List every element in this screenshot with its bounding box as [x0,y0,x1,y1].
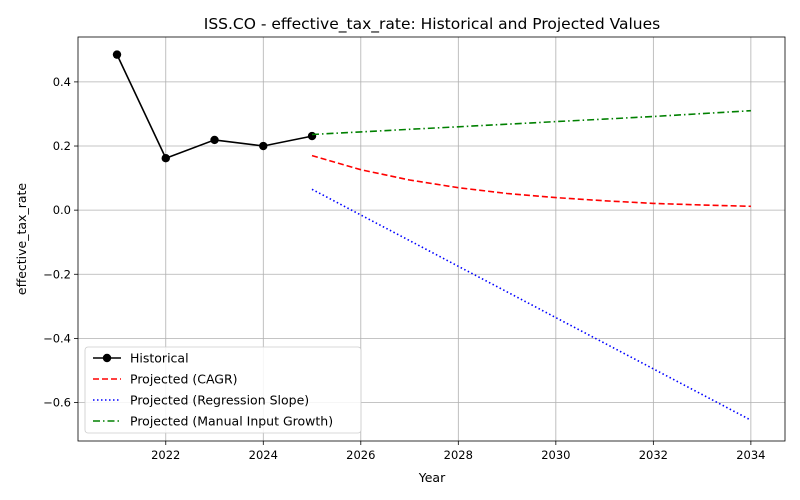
x-tick-label: 2032 [639,448,668,462]
grid [78,37,785,441]
series-line-projected-cagr [311,154,751,208]
legend-label: Projected (Regression Slope) [130,393,309,408]
data-point-historical [210,135,219,145]
chart-title: ISS.CO - effective_tax_rate: Historical … [204,15,661,34]
legend-label: Historical [130,351,189,366]
y-tick-label: 0.0 [53,203,71,217]
ticks: 2022 2024 2026 2028 2030 2032 2034 −0.6 −0.4 −0.2… [43,75,765,462]
series-layer [112,50,752,421]
x-tick-label: 2026 [346,448,375,462]
x-axis-label: Year [418,470,446,485]
legend-marker [102,353,112,363]
series-line-projected-manual-input-growth [311,109,751,136]
plot-frame [77,36,786,442]
data-point-historical [161,154,170,163]
legend-label: Projected (Manual Input Growth) [130,414,333,429]
legend-box [84,346,362,434]
x-tick-label: 2030 [541,448,570,462]
legend: Historical Projected (CAGR) Projected (Reg… [84,346,362,434]
y-tick-label: −0.6 [43,396,71,410]
y-axis-label: effective_tax_rate [14,183,29,295]
x-tick-label: 2022 [151,448,180,462]
legend-label: Projected (CAGR) [130,372,238,387]
x-tick-label: 2024 [249,448,278,462]
y-tick-label: −0.4 [43,331,71,345]
y-tick-label: −0.2 [43,267,71,281]
x-tick-label: 2028 [444,448,473,462]
data-point-historical [112,50,122,59]
y-tick-label: 0.2 [53,139,71,153]
y-tick-label: 0.4 [53,75,71,89]
data-point-historical [307,131,317,141]
data-point-historical [259,141,268,151]
x-tick-label: 2034 [736,448,765,462]
series-line-projected-regression-slope [311,188,752,421]
